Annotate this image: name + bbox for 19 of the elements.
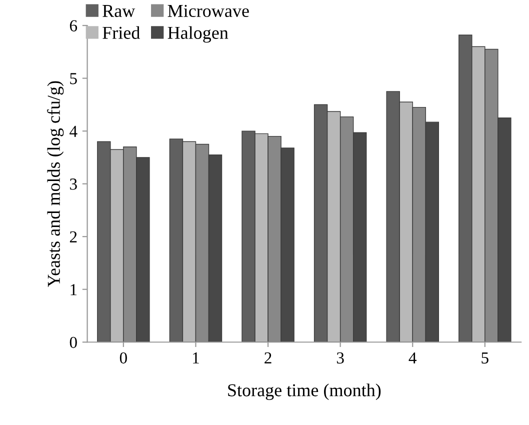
y-tick-label: 6 bbox=[70, 20, 78, 32]
legend-label: Fried bbox=[102, 26, 140, 39]
y-tick-label: 3 bbox=[70, 178, 77, 190]
y-axis-title: Yeasts and molds (log cfu/g) bbox=[47, 81, 64, 288]
y-tick-label: 4 bbox=[70, 126, 78, 137]
legend-label: Microwave bbox=[168, 4, 249, 18]
y-tick-label: 1 bbox=[70, 284, 77, 296]
y-tick-label: 0 bbox=[70, 336, 77, 348]
x-tick-label: 2 bbox=[264, 352, 272, 364]
x-tick-label: 5 bbox=[482, 352, 488, 364]
x-tick-label: 3 bbox=[336, 352, 344, 364]
legend-label: Halogen bbox=[168, 26, 228, 43]
x-tick-label: 0 bbox=[120, 352, 127, 364]
x-axis-title: Storage time (month) bbox=[228, 384, 381, 400]
x-tick-label: 4 bbox=[408, 352, 417, 364]
y-tick-label: 2 bbox=[70, 231, 77, 242]
x-tick-label: 1 bbox=[193, 352, 199, 364]
y-tick-label: 5 bbox=[70, 73, 77, 84]
legend-label: Raw bbox=[102, 5, 136, 18]
